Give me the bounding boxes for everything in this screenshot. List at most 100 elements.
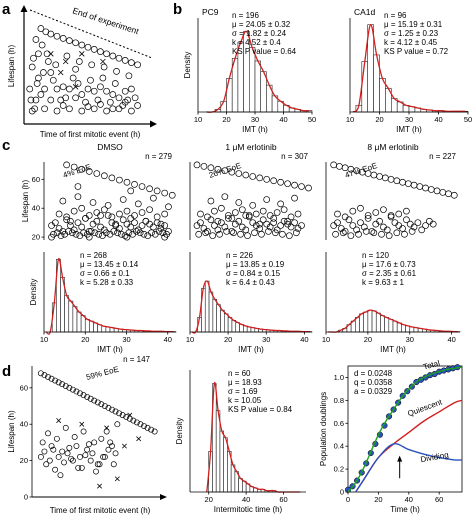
scatter-point bbox=[80, 229, 87, 237]
scatter-point bbox=[55, 210, 63, 218]
panel-a-circle bbox=[88, 61, 96, 69]
scatter-point bbox=[245, 213, 253, 221]
eoe-point bbox=[330, 161, 338, 169]
scatter-point bbox=[249, 201, 257, 209]
scatter-point bbox=[65, 227, 72, 235]
scatter-point bbox=[82, 452, 89, 459]
fit-curve bbox=[45, 257, 174, 335]
eoe-point bbox=[153, 187, 161, 195]
panel-a-circle bbox=[44, 58, 52, 65]
scatter-point bbox=[69, 457, 76, 464]
scatter-point bbox=[155, 227, 163, 235]
panel-a-xlabel: Time of first mitotic event (h) bbox=[40, 130, 141, 139]
eoe-point bbox=[200, 162, 208, 170]
panel-a-circle bbox=[75, 58, 83, 65]
hist-bar bbox=[388, 318, 394, 333]
scatter-point bbox=[59, 197, 67, 205]
panel-a-circle bbox=[26, 85, 34, 93]
scatter-point bbox=[159, 229, 167, 237]
scatter-point bbox=[107, 439, 114, 446]
eoe-point bbox=[37, 370, 44, 377]
scatter-point bbox=[136, 229, 144, 237]
scatter-point bbox=[266, 223, 274, 231]
scatter-point bbox=[109, 443, 115, 450]
eoe-point bbox=[151, 428, 158, 435]
scatter-point bbox=[202, 229, 210, 237]
scatter-ytick-label: 40 bbox=[32, 204, 40, 213]
scatter-point bbox=[380, 206, 387, 214]
scatter-point bbox=[48, 443, 55, 450]
eoe-point bbox=[123, 178, 131, 186]
d-scatter-n: n = 147 bbox=[123, 355, 150, 364]
eoe-point bbox=[69, 386, 76, 393]
hist-xtick-label: 30 bbox=[122, 335, 130, 344]
eoe-point bbox=[277, 178, 284, 186]
hist-bar bbox=[208, 291, 214, 333]
scatter-point bbox=[146, 206, 153, 214]
scatter-point bbox=[395, 222, 403, 229]
eoe-point bbox=[141, 423, 147, 429]
scatter-point bbox=[51, 219, 59, 227]
hist-xtick-label: 10 bbox=[194, 115, 202, 124]
scatter-cross bbox=[79, 421, 85, 427]
scatter-point bbox=[150, 223, 157, 231]
panel-a-circle bbox=[35, 74, 42, 82]
panel-a-circle bbox=[109, 52, 117, 60]
scatter-point bbox=[406, 220, 414, 228]
panel-a-circle bbox=[84, 85, 92, 93]
panel-a-circle bbox=[113, 68, 120, 75]
scatter-point bbox=[142, 217, 150, 225]
eoe-point bbox=[70, 163, 78, 171]
hist-bar bbox=[93, 322, 98, 333]
hist-bar bbox=[72, 306, 78, 333]
panel-a-cross bbox=[79, 51, 85, 57]
eoe-point bbox=[55, 379, 62, 386]
scatter-point bbox=[256, 220, 264, 228]
scatter-point bbox=[78, 204, 86, 212]
panel-a-circle bbox=[66, 105, 73, 113]
hist-ylabel: Density bbox=[183, 52, 192, 79]
scatter-point bbox=[387, 212, 395, 219]
scatter-point bbox=[339, 229, 347, 237]
panel-a-circle bbox=[106, 98, 114, 106]
panel-a-circle bbox=[99, 74, 107, 82]
scatter-cross bbox=[56, 418, 62, 424]
scatter-title: 8 μM erlotinib bbox=[367, 142, 418, 152]
hist-ylabel: Density bbox=[175, 418, 184, 445]
eoe-point bbox=[146, 185, 153, 193]
scatter-point bbox=[114, 421, 121, 428]
scatter-point bbox=[378, 230, 385, 238]
scatter-point bbox=[280, 206, 288, 214]
series-dividing-label: Dividing bbox=[420, 450, 450, 464]
eoe-point bbox=[305, 184, 312, 192]
stat-n: n = 226 bbox=[226, 251, 253, 260]
scatter-point bbox=[353, 226, 360, 234]
stat-n: n = 196 bbox=[232, 11, 259, 20]
panel-a-circle bbox=[109, 105, 117, 113]
hist-xlabel: IMT (h) bbox=[242, 125, 268, 134]
eoe-point bbox=[87, 395, 94, 402]
stat-mu: μ = 13.45 ± 0.14 bbox=[80, 260, 139, 269]
scatter-point bbox=[242, 212, 250, 219]
hist-bar bbox=[80, 315, 86, 333]
scatter-point bbox=[235, 199, 243, 206]
hist-xtick-label: 40 bbox=[164, 335, 172, 344]
end-of-experiment-label: End of experiment bbox=[71, 5, 140, 36]
panel-a-circle bbox=[97, 101, 104, 108]
panel-a-circle bbox=[90, 87, 98, 95]
eoe-point bbox=[41, 372, 48, 379]
growth-xlabel: Time (h) bbox=[390, 505, 420, 514]
scatter-point bbox=[211, 207, 218, 215]
hist-bar bbox=[219, 430, 224, 493]
eoe-point bbox=[416, 183, 424, 190]
scatter-eoe: 26% EoE bbox=[208, 161, 243, 180]
scatter-ytick-label: 20 bbox=[32, 233, 40, 242]
eoe-point bbox=[98, 401, 105, 408]
scatter-point bbox=[204, 213, 211, 221]
scatter-point bbox=[138, 209, 146, 216]
scatter-point bbox=[59, 448, 66, 455]
eoe-point bbox=[445, 190, 452, 198]
d-scatter-ylabel: Lifespan (h) bbox=[7, 410, 16, 453]
scatter-point bbox=[77, 454, 83, 460]
eoe-point bbox=[119, 412, 126, 419]
